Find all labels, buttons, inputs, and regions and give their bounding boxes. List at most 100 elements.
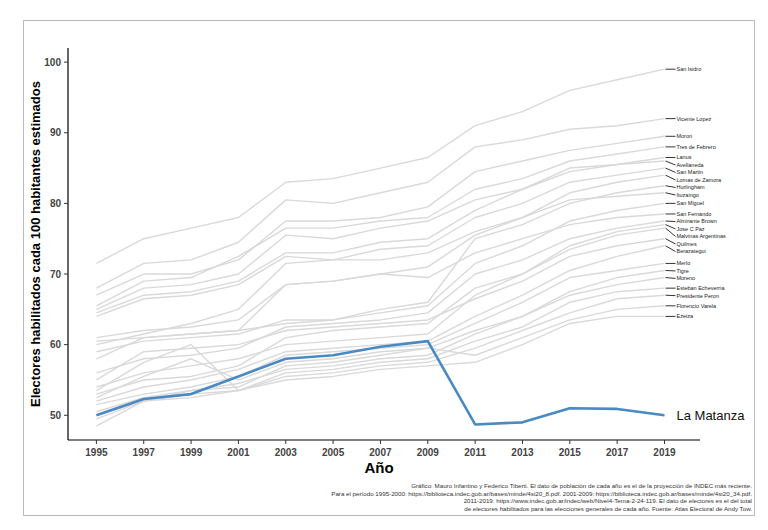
x-tick bbox=[569, 440, 570, 444]
y-tick bbox=[64, 203, 68, 204]
series-label: Tres de Febrero bbox=[676, 144, 715, 150]
leader-line bbox=[665, 161, 675, 165]
series-label: Almirante Brown bbox=[676, 218, 716, 224]
x-tick bbox=[143, 440, 144, 444]
leader-line bbox=[665, 146, 675, 147]
x-tick bbox=[475, 440, 476, 444]
series-line bbox=[96, 119, 664, 289]
leader-line bbox=[665, 316, 675, 317]
x-axis-label: Año bbox=[364, 459, 393, 476]
series-label: Ezeiza bbox=[676, 313, 693, 319]
series-label: San Miguel bbox=[676, 200, 704, 206]
x-tick-label: 2015 bbox=[559, 447, 582, 458]
x-tick bbox=[238, 440, 239, 444]
series-label: Presidente Peron bbox=[676, 293, 719, 299]
x-tick-label: 2009 bbox=[417, 447, 440, 458]
leader-line bbox=[665, 239, 675, 244]
leader-line bbox=[665, 186, 675, 188]
source-note: Para el período 1995-2000: https://bibli… bbox=[331, 490, 752, 497]
frame bbox=[24, 21, 755, 516]
x-tick bbox=[522, 440, 523, 444]
x-axis bbox=[68, 439, 700, 440]
x-tick-label: 2001 bbox=[227, 447, 250, 458]
series-label: Berazategui bbox=[676, 248, 705, 254]
series-line bbox=[96, 203, 664, 351]
leader-line bbox=[665, 118, 675, 119]
leader-line bbox=[665, 225, 675, 229]
series-line bbox=[96, 246, 664, 401]
leader-line bbox=[665, 270, 675, 271]
series-line bbox=[96, 69, 664, 263]
y-tick-label: 60 bbox=[50, 339, 62, 350]
leader-line bbox=[665, 263, 675, 264]
series-label: San Isidro bbox=[676, 66, 701, 72]
x-tick bbox=[96, 440, 97, 444]
series-label: Moron bbox=[676, 133, 692, 139]
series-label: Lomas de Zamora bbox=[676, 177, 722, 183]
series-label: San Martin bbox=[676, 169, 703, 175]
x-tick bbox=[380, 440, 381, 444]
x-tick-label: 1999 bbox=[180, 447, 203, 458]
series-label: Lanus bbox=[676, 154, 691, 160]
leader-line bbox=[665, 136, 675, 137]
leader-line bbox=[665, 203, 675, 204]
y-tick-label: 50 bbox=[50, 410, 62, 421]
x-tick bbox=[664, 440, 665, 444]
leader-line bbox=[665, 221, 675, 222]
series-label: Ituzaingo bbox=[676, 192, 698, 198]
leader-line bbox=[665, 228, 675, 236]
leader-line bbox=[665, 305, 675, 306]
highlight-line bbox=[96, 341, 664, 424]
series-line bbox=[96, 263, 664, 404]
series-label: Tigre bbox=[676, 268, 688, 274]
x-tick-label: 1997 bbox=[133, 447, 156, 458]
series-line bbox=[96, 225, 664, 395]
x-tick bbox=[427, 440, 428, 444]
series-label: Florencio Varela bbox=[676, 303, 717, 309]
x-tick-label: 2005 bbox=[322, 447, 345, 458]
leader-line bbox=[665, 175, 675, 180]
plot-area bbox=[96, 69, 664, 426]
x-tick-label: 2013 bbox=[511, 447, 534, 458]
series-line bbox=[96, 295, 664, 390]
leader-line bbox=[665, 295, 675, 296]
y-tick bbox=[64, 132, 68, 133]
y-axis-label: Electores habilitados cada 100 habitante… bbox=[28, 81, 43, 407]
x-tick bbox=[333, 440, 334, 444]
y-axis bbox=[67, 48, 68, 440]
leader-line bbox=[665, 157, 675, 158]
series-label: Malvinas Argentinas bbox=[676, 233, 725, 239]
chart: 50 60 70 80 90 100 1995 1997 1999 2001 2003 2005 200… bbox=[0, 0, 768, 530]
leader-line bbox=[665, 168, 675, 172]
series-label: Jose C Paz bbox=[676, 226, 704, 232]
y-tick-label: 100 bbox=[44, 57, 61, 68]
series-label: Quilmes bbox=[676, 241, 696, 247]
x-tick-label: 2017 bbox=[606, 447, 629, 458]
series-line bbox=[96, 316, 664, 425]
leader-line bbox=[665, 193, 675, 195]
series-line bbox=[96, 270, 664, 411]
series-line bbox=[96, 306, 664, 398]
series-label: La Matanza bbox=[676, 408, 745, 423]
series-label: Merlo bbox=[676, 260, 690, 266]
leader-line bbox=[665, 288, 675, 289]
leader-line bbox=[665, 277, 675, 279]
y-tick-label: 70 bbox=[50, 269, 62, 280]
y-tick-label: 80 bbox=[50, 198, 62, 209]
x-tick bbox=[191, 440, 192, 444]
y-tick bbox=[64, 274, 68, 275]
leader-line bbox=[665, 69, 675, 70]
series-line bbox=[96, 221, 664, 373]
y-tick bbox=[64, 62, 68, 63]
series-label: Moreno bbox=[676, 275, 695, 281]
y-tick bbox=[64, 415, 68, 416]
source-note: 2011-2019: https://www.indec.gob.ar/inde… bbox=[464, 497, 752, 504]
y-tick-label: 90 bbox=[50, 127, 62, 138]
series-label: Avellaneda bbox=[676, 162, 704, 168]
leader-line bbox=[665, 246, 675, 252]
source-note: Gráfico: Mauro Infantino y Federico Tibe… bbox=[411, 482, 752, 489]
x-tick-label: 2011 bbox=[464, 447, 486, 458]
series-label: San Fernando bbox=[676, 211, 711, 217]
x-tick-label: 2003 bbox=[275, 447, 298, 458]
x-tick-label: 1995 bbox=[85, 447, 108, 458]
